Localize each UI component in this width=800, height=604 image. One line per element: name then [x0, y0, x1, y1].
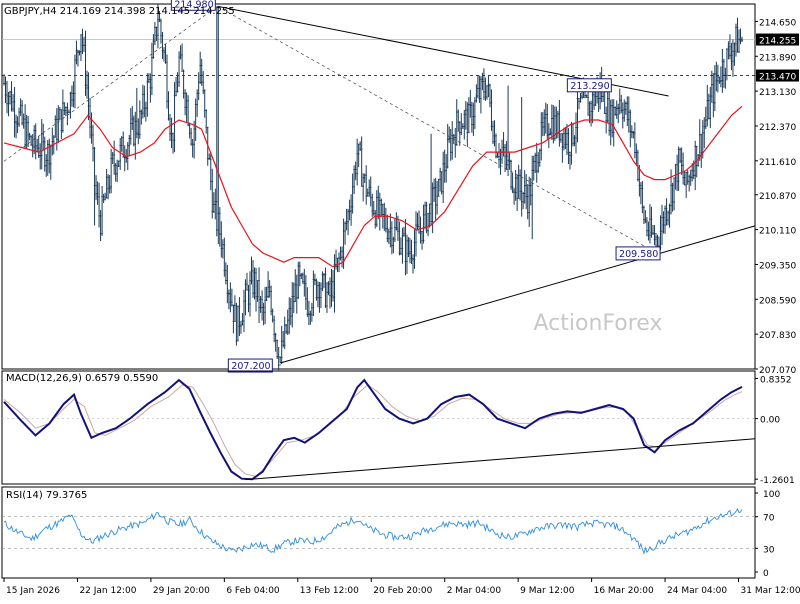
price-tick-label: 213.890	[759, 53, 796, 63]
rsi-line	[3, 507, 743, 555]
price-annotation-box	[566, 78, 612, 93]
level-tag-text: 214.255	[759, 37, 796, 47]
price-annotation-label: 207.200	[231, 361, 270, 372]
price-tick-label: 214.650	[759, 18, 796, 28]
macd-tick-label: -1.2601	[760, 476, 795, 486]
rsi-tick-label: 70	[763, 514, 775, 524]
price-tick-label: 210.110	[759, 227, 796, 237]
x-tick-label: 9 Mar 12:00	[520, 586, 575, 596]
price-tick-label: 210.870	[759, 192, 796, 202]
price-annotation-box	[615, 246, 661, 261]
x-tick-label: 15 Jan 2026	[6, 586, 60, 596]
macd-label: MACD(12,26,9) 0.6579 0.5590	[6, 373, 158, 384]
x-tick-label: 2 Mar 04:00	[447, 586, 502, 596]
rsi-panel: 100 70 30 0	[1, 486, 780, 579]
dashed-trendline	[217, 5, 659, 255]
level-tag-bg	[756, 69, 799, 82]
price-tick-label: 211.610	[759, 158, 796, 168]
x-tick-label: 6 Feb 04:00	[226, 586, 280, 596]
price-tick-label: 212.370	[759, 123, 796, 133]
macd-trendline	[245, 438, 756, 481]
price-tick-label: 207.830	[759, 331, 796, 341]
price-tick-label: 213.130	[759, 88, 796, 98]
macd-line	[3, 378, 743, 481]
price-tick-label: 209.350	[759, 261, 796, 271]
level-tag-text: 213.470	[759, 73, 796, 83]
macd-panel: 0.8352 0.00 -1.2601	[1, 370, 795, 486]
price-annotation-box	[227, 358, 273, 373]
x-tick-label: 16 Mar 20:00	[594, 586, 654, 596]
support-trendline	[280, 225, 756, 364]
price-annotation-label: 214.980	[174, 0, 213, 10]
level-tag-bg	[756, 33, 799, 46]
watermark: ActionForex	[534, 311, 663, 336]
rsi-frame	[1, 486, 756, 579]
x-tick-label: 29 Jan 20:00	[153, 586, 210, 596]
macd-frame	[1, 370, 756, 485]
macd-tick-label: 0.8352	[760, 375, 792, 385]
price-tick-label: 208.590	[759, 296, 796, 306]
rsi-tick-label: 100	[763, 490, 780, 500]
rsi-tick-label: 30	[763, 545, 775, 555]
price-tick-label: 207.070	[759, 366, 796, 376]
symbol-label: GBPJPY,H4 214.169 214.398 214.145 214.25…	[4, 6, 235, 17]
price-panel: 214.650 213.890 213.130 212.370 211.610 210.8…	[1, 0, 799, 376]
price-annotation-label: 213.290	[570, 81, 609, 92]
x-tick-label: 31 Mar 12:00	[741, 586, 800, 596]
dashed-trendline	[3, 6, 218, 162]
x-tick-label: 22 Jan 12:00	[79, 586, 136, 596]
x-axis: 15 Jan 2026 22 Jan 12:00 29 Jan 20:00 6 Feb…	[3, 578, 800, 596]
price-annotation-box	[170, 0, 216, 11]
moving-average-line	[3, 105, 743, 268]
x-tick-label: 13 Feb 12:00	[300, 586, 359, 596]
rsi-label: RSI(14) 79.3765	[6, 490, 87, 501]
price-annotation-label: 209.580	[619, 249, 658, 260]
x-tick-label: 24 Mar 04:00	[667, 586, 727, 596]
price-frame	[1, 3, 756, 370]
x-tick-label: 20 Feb 20:00	[373, 586, 432, 596]
macd-tick-label: 0.00	[760, 416, 780, 426]
rsi-tick-label: 0	[763, 569, 769, 579]
